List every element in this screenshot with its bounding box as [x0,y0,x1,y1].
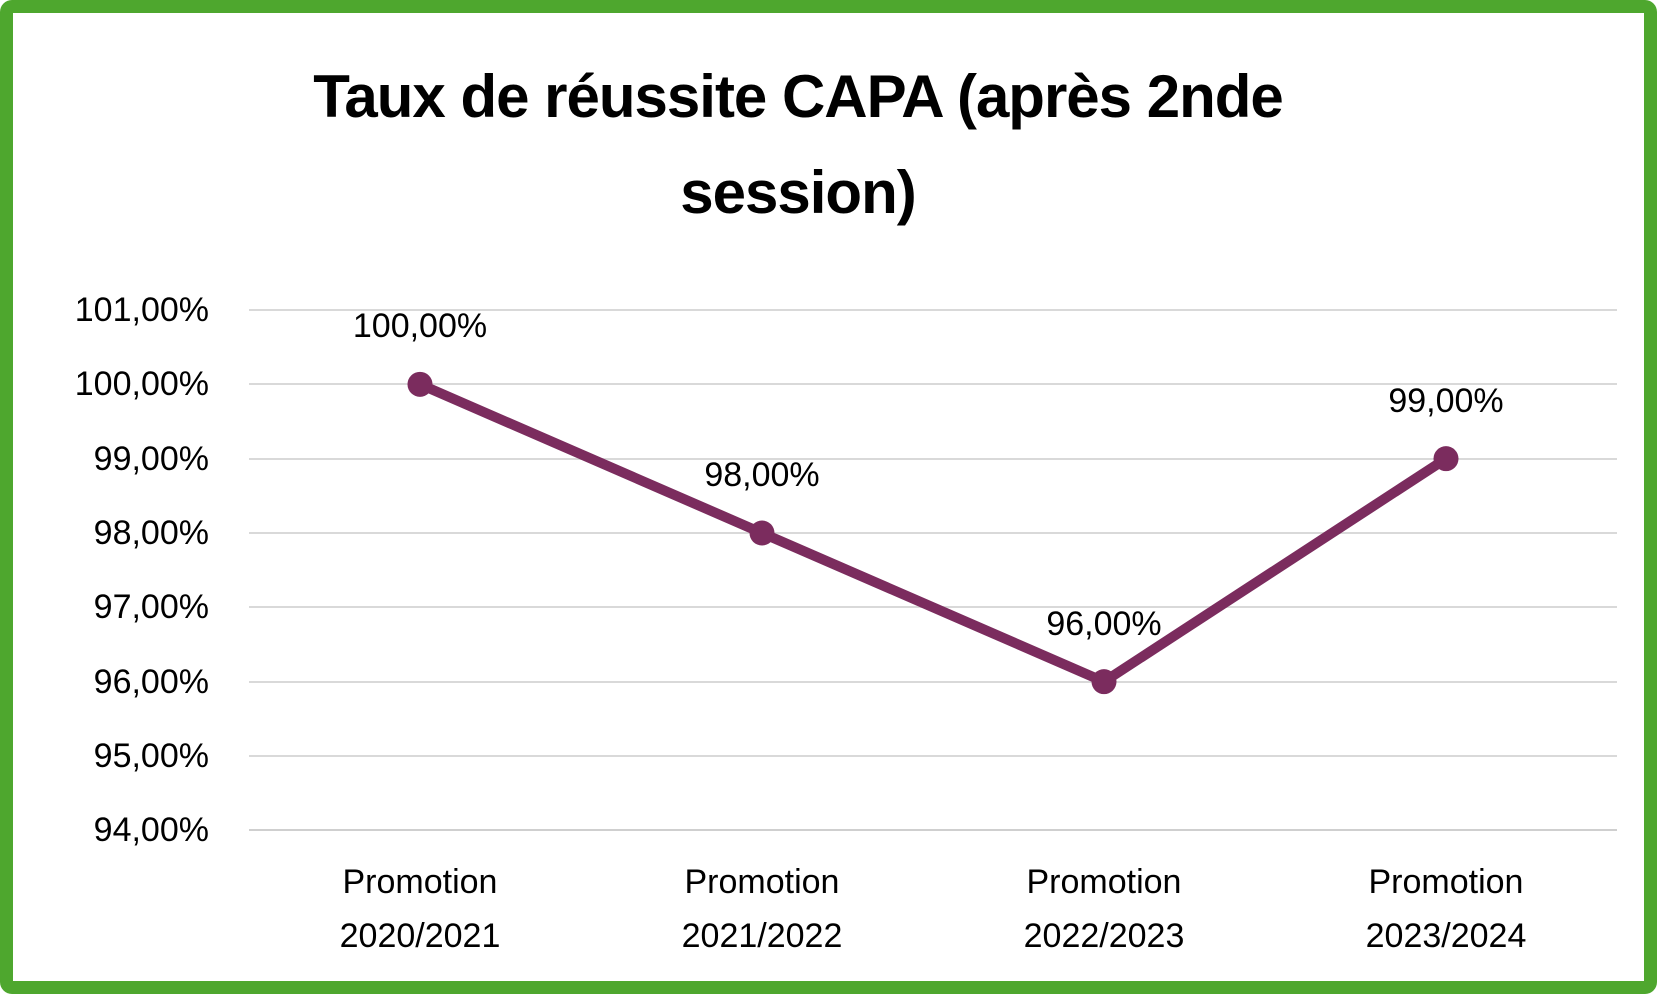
gridline-98 [249,531,1617,534]
chart-title-line2: session) [680,159,916,226]
y-axis-tick-label: 100,00% [74,365,209,404]
data-point-label: 98,00% [704,455,820,494]
x-axis-label-line1: Promotion [1368,863,1524,901]
gridline-94 [249,829,1617,832]
data-point-marker [1091,669,1117,695]
data-point-marker [1433,446,1459,472]
gridline-100 [249,383,1617,386]
x-axis-label-line1: Promotion [684,863,840,901]
y-axis-tick-label: 101,00% [74,291,209,329]
y-axis-tick-label: 95,00% [93,736,209,775]
y-axis-tick-label: 97,00% [93,588,209,627]
x-axis-label-line2: 2022/2023 [1023,917,1185,955]
x-axis-category-label: Promotion 2021/2022 [682,855,843,963]
series-line [415,379,1451,687]
gridline-101 [249,309,1617,311]
x-axis-label-line2: 2020/2021 [339,917,501,955]
data-point-marker [749,520,775,546]
y-axis-tick-label: 99,00% [93,439,209,478]
chart-title: Taux de réussite CAPA (après 2nde sessio… [13,49,1583,241]
gridline-96 [249,680,1617,683]
x-axis-category-label: Promotion 2022/2023 [1024,855,1185,963]
gridline-99 [249,457,1617,460]
x-axis-label-line2: 2021/2022 [681,917,843,955]
data-point-label: 99,00% [1388,381,1504,420]
x-axis-label-line1: Promotion [1026,863,1182,901]
x-axis-label-line1: Promotion [342,863,498,901]
y-axis-tick-label: 96,00% [93,662,209,701]
y-axis-tick-label: 98,00% [93,513,209,552]
y-axis-tick-label: 94,00% [93,811,209,850]
data-point-label: 100,00% [352,307,488,346]
x-axis-category-label: Promotion 2023/2024 [1366,855,1527,963]
line-series [407,371,1459,695]
data-point-label: 96,00% [1046,604,1162,643]
chart-title-line1: Taux de réussite CAPA (après 2nde [313,63,1284,130]
data-point-marker [407,371,433,397]
x-axis-category-label: Promotion 2020/2021 [340,855,501,963]
gridline-95 [249,754,1617,757]
x-axis-label-line2: 2023/2024 [1365,917,1527,955]
plot-area: 101,00% 100,00% 99,00% 98,00% 97,00% 96,00% 95… [13,13,1644,981]
